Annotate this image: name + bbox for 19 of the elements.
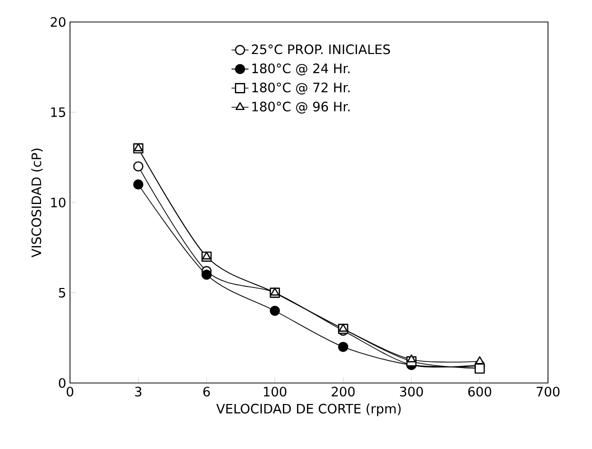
- legend-label: 25°C PROP. INICIALES: [252, 44, 390, 54]
- y-tick-label: 5: [59, 288, 66, 298]
- x-tick-label: 700: [536, 386, 560, 397]
- x-tick-label: 3: [135, 386, 142, 397]
- y-tick-label: 15: [51, 107, 66, 118]
- x-tick-label: 200: [332, 386, 355, 397]
- x-tick-label: 300: [400, 386, 423, 397]
- y-axis-title: VISCOSIDAD (cP): [31, 148, 43, 258]
- x-tick-label: 6: [203, 386, 210, 397]
- y-tick-label: 10: [51, 198, 66, 208]
- legend-label: 180°C @ 24 Hr.: [252, 64, 350, 76]
- x-tick-label: 0: [66, 386, 74, 397]
- x-tick-label: 600: [468, 386, 492, 397]
- y-tick-label: 0: [58, 378, 66, 388]
- legend-label: 180°C @ 72 Hr.: [252, 82, 350, 94]
- legend-label: 180°C @ 96 Hr.: [252, 102, 350, 114]
- y-tick-label: 20: [50, 17, 66, 27]
- x-axis-title: VELOCIDAD DE CORTE (rpm): [216, 404, 401, 416]
- x-tick-label: 100: [264, 386, 286, 397]
